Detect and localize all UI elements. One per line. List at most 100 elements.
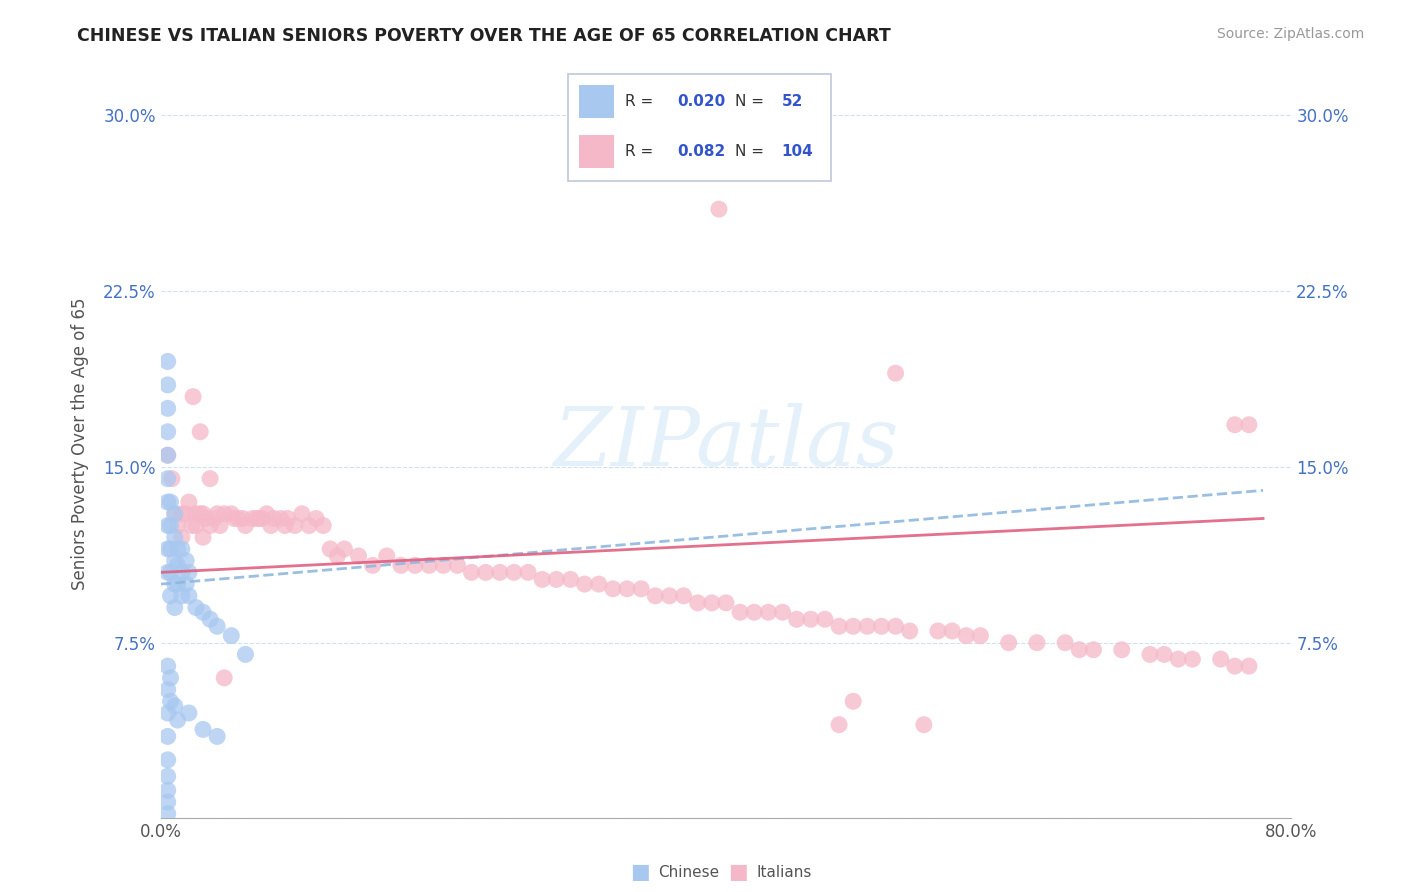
Point <box>156 795 179 809</box>
Point <box>842 619 865 633</box>
Point <box>166 558 188 573</box>
Point <box>170 589 193 603</box>
Point <box>277 511 299 525</box>
Point <box>446 558 468 573</box>
Point <box>156 730 179 744</box>
Point <box>574 577 596 591</box>
Point <box>205 507 228 521</box>
Point <box>488 566 510 580</box>
Point <box>955 629 977 643</box>
Point <box>174 554 197 568</box>
Point <box>870 619 893 633</box>
Point <box>474 566 496 580</box>
Point <box>546 573 568 587</box>
Point <box>191 605 214 619</box>
Point <box>177 706 200 720</box>
Text: Chinese: Chinese <box>658 865 718 880</box>
Point <box>884 619 907 633</box>
Bar <box>579 135 614 169</box>
Point <box>1139 648 1161 662</box>
Point <box>672 589 695 603</box>
Point <box>156 425 179 439</box>
Point <box>156 354 179 368</box>
Bar <box>579 85 614 119</box>
Point <box>156 448 179 462</box>
Point <box>181 390 204 404</box>
Point <box>503 566 526 580</box>
Point <box>246 511 269 525</box>
Text: Source: ZipAtlas.com: Source: ZipAtlas.com <box>1216 27 1364 41</box>
Point <box>714 596 737 610</box>
Point <box>159 518 181 533</box>
Point <box>159 541 181 556</box>
Point <box>170 566 193 580</box>
Point <box>432 558 454 573</box>
Point <box>166 577 188 591</box>
Point <box>219 507 242 521</box>
Point <box>198 472 221 486</box>
Text: ZIPatlas: ZIPatlas <box>553 403 898 483</box>
Point <box>252 511 274 525</box>
Point <box>156 518 179 533</box>
Point <box>228 511 250 525</box>
Text: 0.082: 0.082 <box>678 145 725 159</box>
Point <box>156 448 179 462</box>
Point <box>686 596 709 610</box>
Text: 104: 104 <box>782 145 814 159</box>
Point <box>202 511 225 525</box>
Point <box>188 507 211 521</box>
Text: 52: 52 <box>782 94 803 109</box>
Point <box>198 612 221 626</box>
Point <box>828 717 851 731</box>
Point <box>156 769 179 783</box>
Point <box>941 624 963 638</box>
Point <box>326 549 349 563</box>
Point <box>174 577 197 591</box>
Point <box>517 566 540 580</box>
Point <box>884 366 907 380</box>
Point <box>728 605 751 619</box>
Point <box>842 694 865 708</box>
Text: 0.020: 0.020 <box>678 94 725 109</box>
Point <box>194 511 217 525</box>
Text: N =: N = <box>735 94 769 109</box>
Point <box>156 495 179 509</box>
Point <box>170 507 193 521</box>
Point <box>263 511 285 525</box>
Point <box>212 671 235 685</box>
Point <box>174 507 197 521</box>
Point <box>184 518 207 533</box>
Point <box>260 518 283 533</box>
Point <box>232 511 254 525</box>
Point <box>235 648 257 662</box>
Point <box>156 472 179 486</box>
Text: ■: ■ <box>630 863 650 882</box>
Point <box>333 541 356 556</box>
Point <box>159 671 181 685</box>
Point <box>814 612 837 626</box>
Point <box>156 659 179 673</box>
Point <box>163 698 186 713</box>
Point <box>205 619 228 633</box>
Point <box>997 636 1019 650</box>
Point <box>270 511 292 525</box>
Point <box>1237 659 1260 673</box>
Point <box>274 518 297 533</box>
Point <box>212 507 235 521</box>
Point <box>159 566 181 580</box>
Point <box>224 511 246 525</box>
Point <box>1209 652 1232 666</box>
Point <box>700 596 723 610</box>
Point <box>177 495 200 509</box>
Point <box>166 518 188 533</box>
Point <box>828 619 851 633</box>
Point <box>630 582 652 596</box>
Point <box>1181 652 1204 666</box>
FancyBboxPatch shape <box>568 74 831 180</box>
Point <box>460 566 482 580</box>
Text: Italians: Italians <box>756 865 811 880</box>
Point <box>418 558 440 573</box>
Point <box>319 541 342 556</box>
Point <box>184 507 207 521</box>
Point <box>312 518 335 533</box>
